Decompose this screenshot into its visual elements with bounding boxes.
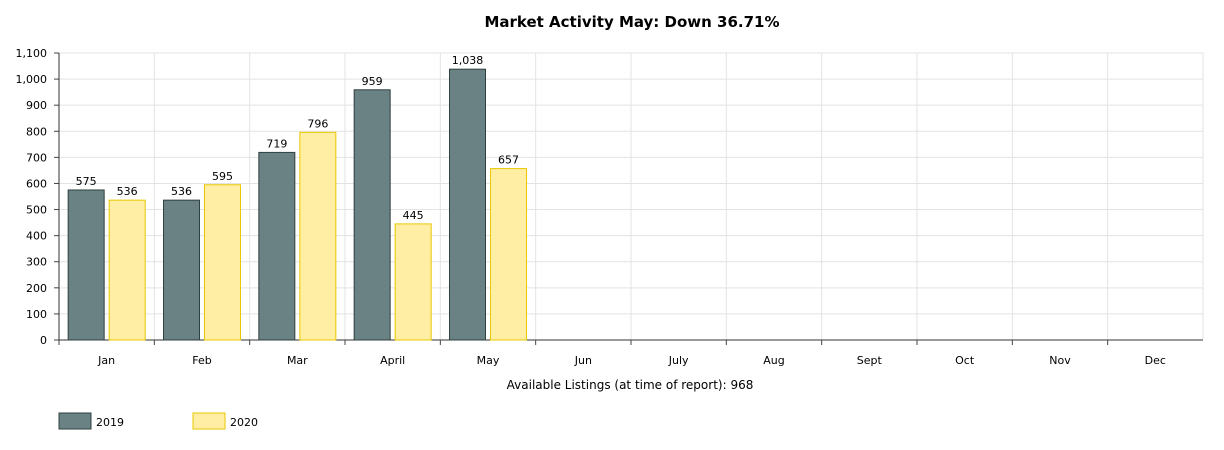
x-tick-label: Feb	[192, 354, 211, 367]
legend-label: 2020	[230, 416, 258, 429]
data-label: 536	[117, 185, 138, 198]
grid	[59, 52, 1204, 341]
x-tick-label: Mar	[287, 354, 308, 367]
data-label: 719	[266, 137, 287, 150]
bar-2019-Mar	[258, 151, 296, 341]
x-tick-label: Sept	[857, 354, 883, 367]
y-tick-label: 800	[26, 125, 47, 138]
data-label: 796	[307, 117, 328, 130]
bar-2019-Jan	[67, 189, 105, 341]
y-tick-label: 900	[26, 99, 47, 112]
data-label: 445	[403, 209, 424, 222]
bar-2020-Mar	[299, 131, 337, 341]
x-tick-label: Oct	[955, 354, 975, 367]
y-tick-label: 100	[26, 308, 47, 321]
y-tick-label: 1,000	[16, 73, 48, 86]
x-tick-label: July	[668, 354, 689, 367]
x-axis-label: Available Listings (at time of report): …	[507, 378, 754, 392]
bars	[67, 68, 527, 341]
data-label: 657	[498, 154, 519, 167]
bar-2019-April	[353, 89, 391, 341]
chart-title: Market Activity May: Down 36.71%	[484, 13, 779, 31]
data-label: 536	[171, 185, 192, 198]
data-labels: 575 536 719 959 1,038 536 595 796 445 657	[76, 54, 519, 222]
y-tick-label: 600	[26, 177, 47, 190]
data-label: 1,038	[452, 54, 484, 67]
legend: 2019 2020	[58, 412, 258, 430]
legend-item-2019: 2019	[58, 412, 124, 430]
bar-2019-May	[449, 68, 486, 341]
bar-2020-Jan	[108, 199, 146, 341]
bar-2020-April	[394, 223, 432, 341]
x-tick-label: Jun	[574, 354, 592, 367]
y-tick-label: 700	[26, 151, 47, 164]
data-label: 575	[76, 175, 97, 188]
x-tick-label: Nov	[1049, 354, 1071, 367]
bar-2019-Feb	[163, 199, 200, 341]
data-label: 959	[362, 75, 383, 88]
bar-2020-Feb	[204, 184, 241, 341]
x-tick-label: April	[380, 354, 405, 367]
legend-swatch	[192, 412, 226, 430]
x-tick-label: Dec	[1145, 354, 1166, 367]
y-tick-label: 0	[40, 334, 47, 347]
legend-item-2020: 2020	[192, 412, 258, 430]
legend-swatch	[58, 412, 92, 430]
y-tick-label: 1,100	[16, 47, 48, 60]
x-tick-label: Aug	[763, 354, 784, 367]
y-tick-label: 200	[26, 282, 47, 295]
x-tick-label: May	[477, 354, 500, 367]
x-tick-label: Jan	[97, 354, 115, 367]
y-tick-label: 400	[26, 230, 47, 243]
y-tick-label: 500	[26, 204, 47, 217]
axes: 0 100 200 300 400 500 600 700 800 900 1,000 1,100 Ja…	[16, 47, 1203, 367]
legend-label: 2019	[96, 416, 124, 429]
data-label: 595	[212, 170, 233, 183]
y-tick-label: 300	[26, 256, 47, 269]
bar-2020-May	[490, 168, 527, 341]
